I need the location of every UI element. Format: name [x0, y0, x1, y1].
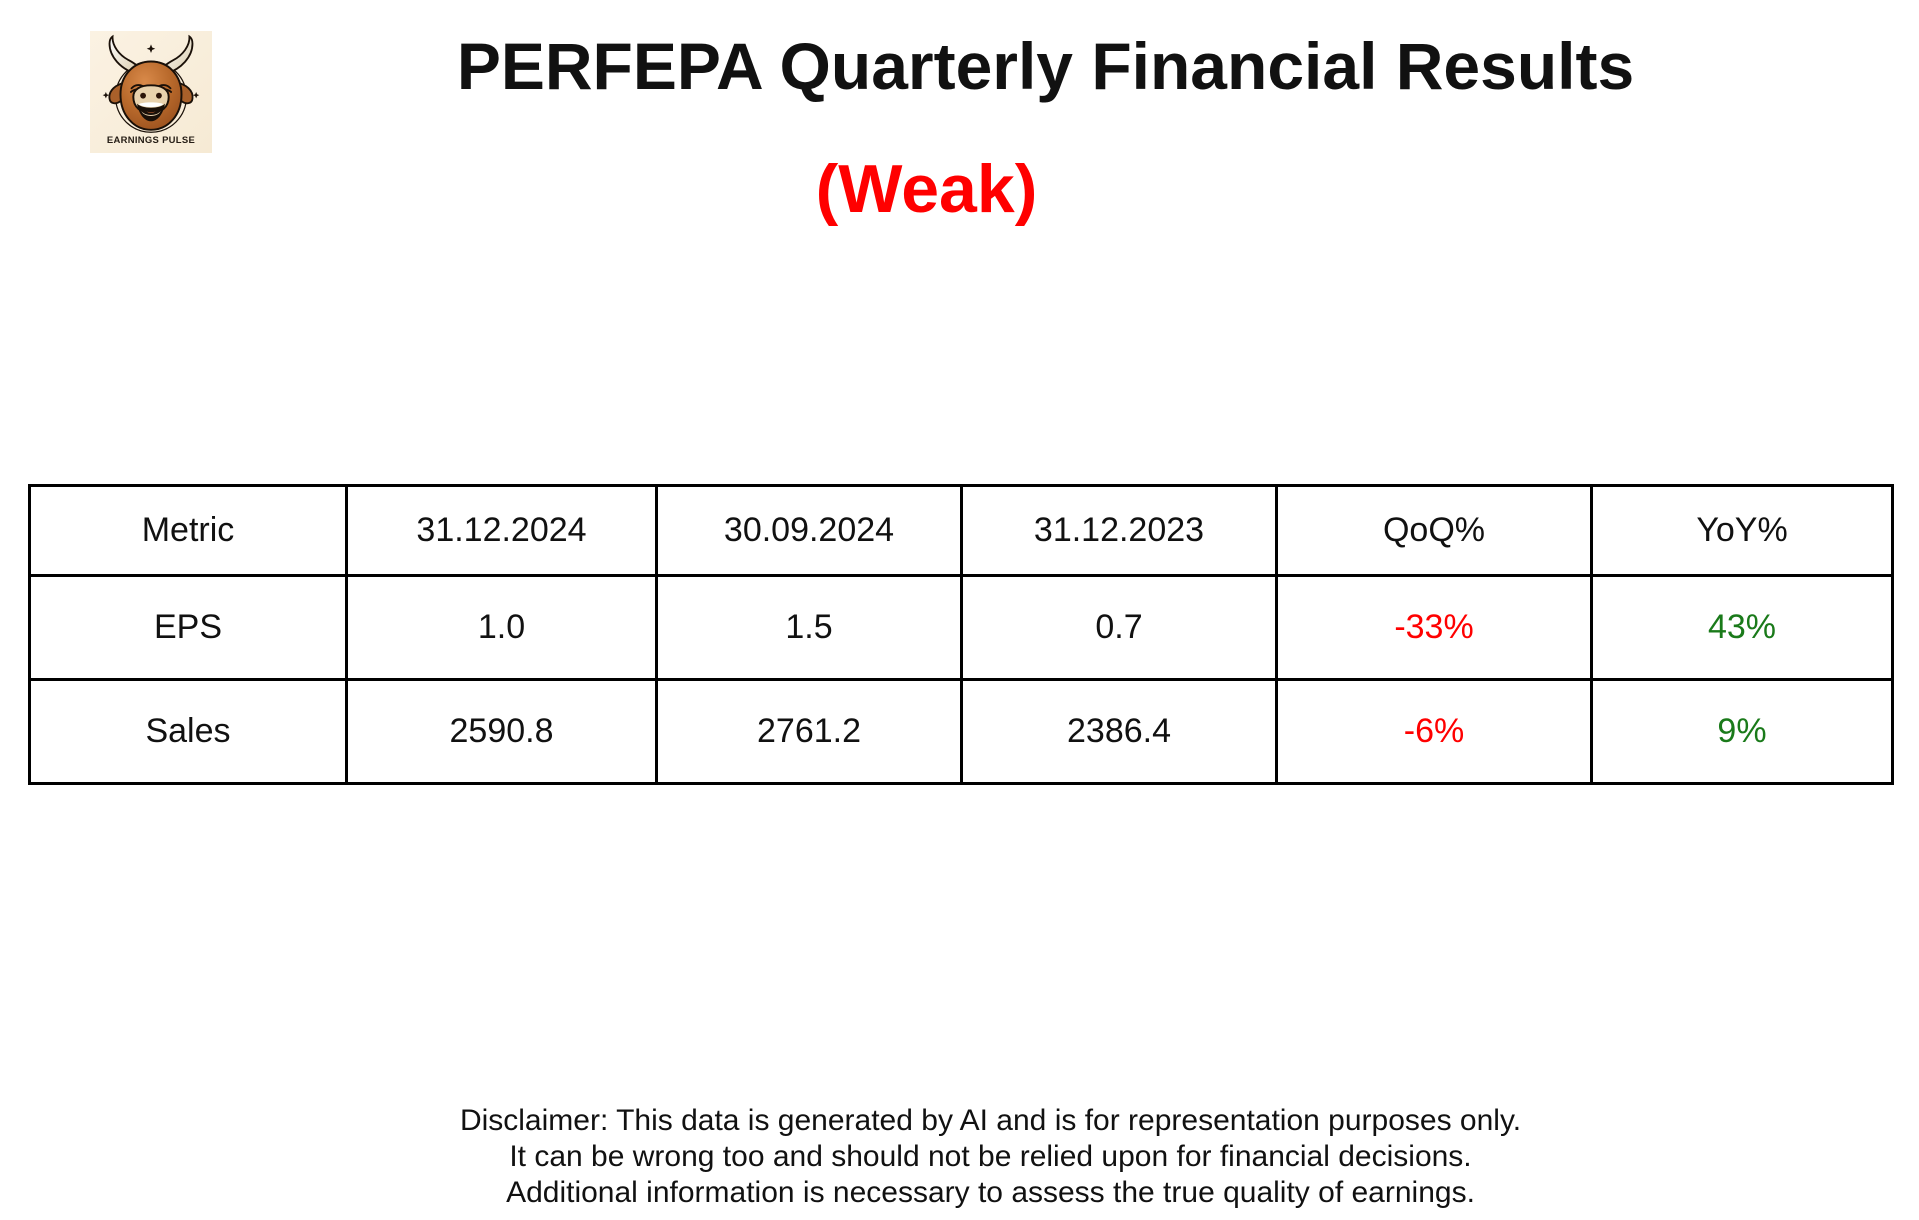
- svg-text:EARNINGS PULSE: EARNINGS PULSE: [107, 135, 195, 146]
